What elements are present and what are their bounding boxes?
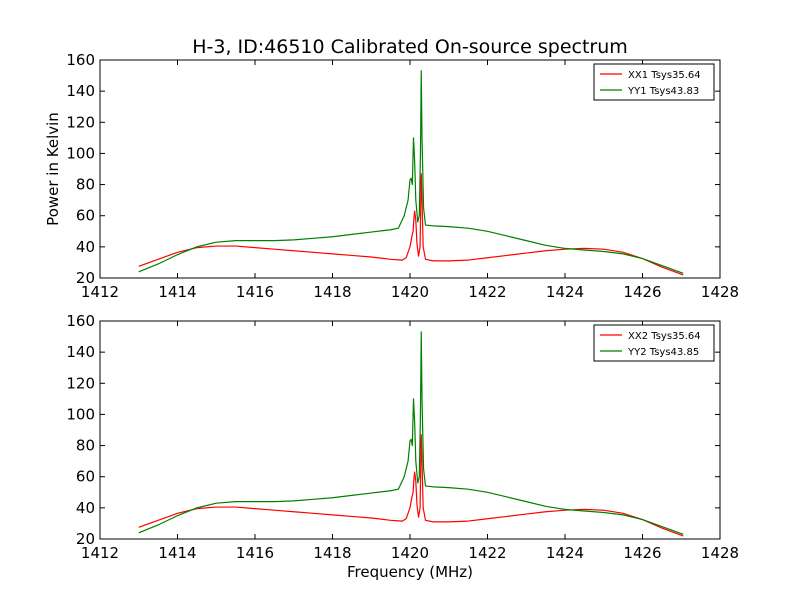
x-tick-label: 1424 <box>546 544 584 562</box>
y-tick-label: 20 <box>76 530 95 548</box>
y-tick-label: 120 <box>66 113 95 131</box>
y-tick-label: 20 <box>76 269 95 287</box>
x-tick-label: 1418 <box>313 544 351 562</box>
x-tick-label: 1428 <box>701 283 739 301</box>
series-line-2 <box>138 331 684 535</box>
y-tick-label: 80 <box>76 437 95 455</box>
y-tick-label: 140 <box>66 343 95 361</box>
chart-panel-2: 1412 1414 1416 1418 1420 1422 1424 1426 1428 20 40… <box>66 312 739 581</box>
y-axis-label: Power in Kelvin <box>44 112 62 226</box>
y-tick-label: 60 <box>76 207 95 225</box>
y-tick-label: 160 <box>66 51 95 69</box>
legend: XX2 Tsys35.64 YY2 Tsys43.85 <box>593 324 715 362</box>
x-tick-label: 1418 <box>313 283 351 301</box>
y-tick-label: 60 <box>76 468 95 486</box>
series-line-1 <box>138 434 684 537</box>
x-tick-label: 1428 <box>701 544 739 562</box>
x-axis-label: Frequency (MHz) <box>347 563 473 581</box>
y-tick-label: 100 <box>66 144 95 162</box>
series-line-1 <box>138 173 684 276</box>
y-tick-label: 100 <box>66 405 95 423</box>
x-tick-label: 1420 <box>391 283 429 301</box>
y-tick-label: 80 <box>76 176 95 194</box>
series-line-2 <box>138 70 684 274</box>
legend-entry: YY1 Tsys43.83 <box>627 86 699 97</box>
x-tick-label: 1426 <box>623 283 661 301</box>
legend-entry: YY2 Tsys43.85 <box>627 347 699 358</box>
x-tick-label: 1414 <box>158 283 196 301</box>
x-tick-label: 1412 <box>81 544 119 562</box>
panels: 1412 1414 1416 1418 1420 1422 1424 1426 1428 20 40… <box>44 51 739 581</box>
x-tick-label: 1422 <box>468 283 506 301</box>
chart-panel-1: 1412 1414 1416 1418 1420 1422 1424 1426 1428 20 40… <box>44 51 739 301</box>
x-tick-label: 1412 <box>81 283 119 301</box>
x-tick-label: 1424 <box>546 283 584 301</box>
x-tick-label: 1422 <box>468 544 506 562</box>
y-tick-label: 120 <box>66 374 95 392</box>
x-tick-label: 1416 <box>236 544 274 562</box>
y-tick-label: 160 <box>66 312 95 330</box>
y-tick-label: 40 <box>76 238 95 256</box>
legend-box <box>593 63 715 101</box>
x-tick-label: 1414 <box>158 544 196 562</box>
y-tick-label: 140 <box>66 82 95 100</box>
legend: XX1 Tsys35.64 YY1 Tsys43.83 <box>593 63 715 101</box>
y-tick-label: 40 <box>76 499 95 517</box>
x-tick-label: 1426 <box>623 544 661 562</box>
legend-box <box>593 324 715 362</box>
x-tick-label: 1416 <box>236 283 274 301</box>
legend-entry: XX2 Tsys35.64 <box>628 331 701 342</box>
x-tick-label: 1420 <box>391 544 429 562</box>
legend-entry: XX1 Tsys35.64 <box>628 70 701 81</box>
figure-title: H-3, ID:46510 Calibrated On-source spect… <box>192 36 628 58</box>
